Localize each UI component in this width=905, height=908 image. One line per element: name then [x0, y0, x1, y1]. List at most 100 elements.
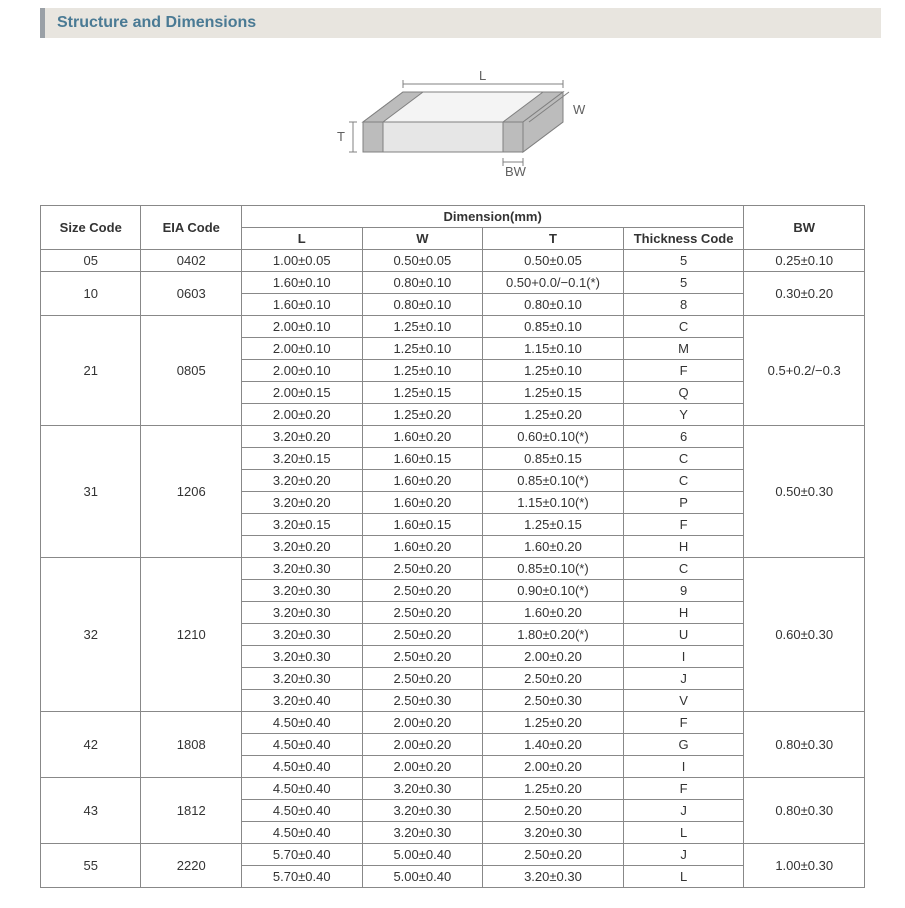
cell-bw: 0.30±0.20 [744, 272, 865, 316]
col-l: L [241, 228, 362, 250]
cell-tc: J [623, 668, 744, 690]
cell-tc: C [623, 558, 744, 580]
svg-text:T: T [337, 129, 345, 144]
cell-t: 0.50+0.0/−0.1(*) [483, 272, 624, 294]
cell-l: 3.20±0.30 [241, 558, 362, 580]
cell-tc: 8 [623, 294, 744, 316]
cell-l: 5.70±0.40 [241, 844, 362, 866]
table-row: 3112063.20±0.201.60±0.200.60±0.10(*)60.5… [41, 426, 865, 448]
cell-t: 1.80±0.20(*) [483, 624, 624, 646]
cell-tc: J [623, 800, 744, 822]
cell-l: 3.20±0.30 [241, 624, 362, 646]
component-3d-svg: LWTBW [303, 42, 603, 192]
cell-w: 3.20±0.30 [362, 800, 483, 822]
cell-w: 0.50±0.05 [362, 250, 483, 272]
cell-t: 1.25±0.10 [483, 360, 624, 382]
cell-w: 0.80±0.10 [362, 272, 483, 294]
cell-w: 2.00±0.20 [362, 756, 483, 778]
cell-w: 1.60±0.20 [362, 470, 483, 492]
cell-t: 1.60±0.20 [483, 602, 624, 624]
cell-w: 1.25±0.10 [362, 338, 483, 360]
cell-size: 10 [41, 272, 141, 316]
cell-w: 1.60±0.20 [362, 536, 483, 558]
svg-text:L: L [479, 68, 486, 83]
cell-t: 2.50±0.20 [483, 800, 624, 822]
table-row: 4218084.50±0.402.00±0.201.25±0.20F0.80±0… [41, 712, 865, 734]
cell-l: 1.00±0.05 [241, 250, 362, 272]
cell-tc: 5 [623, 272, 744, 294]
cell-t: 1.40±0.20 [483, 734, 624, 756]
col-w: W [362, 228, 483, 250]
cell-t: 1.60±0.20 [483, 536, 624, 558]
cell-w: 1.60±0.15 [362, 448, 483, 470]
cell-t: 0.85±0.10(*) [483, 558, 624, 580]
svg-text:W: W [573, 102, 586, 117]
cell-t: 0.60±0.10(*) [483, 426, 624, 448]
cell-tc: V [623, 690, 744, 712]
cell-t: 0.85±0.10(*) [483, 470, 624, 492]
cell-w: 2.50±0.20 [362, 668, 483, 690]
cell-l: 4.50±0.40 [241, 822, 362, 844]
cell-tc: I [623, 646, 744, 668]
cell-l: 4.50±0.40 [241, 800, 362, 822]
dimension-table: Size Code EIA Code Dimension(mm) BW L W … [40, 205, 865, 888]
cell-t: 0.85±0.15 [483, 448, 624, 470]
cell-l: 3.20±0.20 [241, 536, 362, 558]
col-tc: Thickness Code [623, 228, 744, 250]
cell-w: 1.60±0.20 [362, 426, 483, 448]
table-row: 2108052.00±0.101.25±0.100.85±0.10C0.5+0.… [41, 316, 865, 338]
cell-t: 1.25±0.15 [483, 514, 624, 536]
cell-t: 3.20±0.30 [483, 822, 624, 844]
cell-tc: C [623, 316, 744, 338]
cell-l: 4.50±0.40 [241, 734, 362, 756]
cell-l: 4.50±0.40 [241, 712, 362, 734]
table-row: 0504021.00±0.050.50±0.050.50±0.0550.25±0… [41, 250, 865, 272]
cell-tc: L [623, 822, 744, 844]
cell-t: 2.50±0.20 [483, 844, 624, 866]
cell-tc: 6 [623, 426, 744, 448]
cell-bw: 0.25±0.10 [744, 250, 865, 272]
cell-w: 1.25±0.10 [362, 316, 483, 338]
cell-w: 2.50±0.20 [362, 602, 483, 624]
cell-tc: M [623, 338, 744, 360]
cell-tc: 5 [623, 250, 744, 272]
cell-tc: H [623, 602, 744, 624]
cell-l: 3.20±0.15 [241, 448, 362, 470]
table-row: 4318124.50±0.403.20±0.301.25±0.20F0.80±0… [41, 778, 865, 800]
table-row: 1006031.60±0.100.80±0.100.50+0.0/−0.1(*)… [41, 272, 865, 294]
dimension-diagram: LWTBW [0, 42, 905, 205]
cell-w: 2.00±0.20 [362, 712, 483, 734]
cell-size: 31 [41, 426, 141, 558]
cell-w: 1.60±0.20 [362, 492, 483, 514]
cell-tc: F [623, 778, 744, 800]
col-size: Size Code [41, 206, 141, 250]
cell-bw: 0.50±0.30 [744, 426, 865, 558]
cell-bw: 0.5+0.2/−0.3 [744, 316, 865, 426]
cell-tc: F [623, 712, 744, 734]
cell-l: 2.00±0.10 [241, 360, 362, 382]
cell-l: 2.00±0.10 [241, 316, 362, 338]
cell-t: 1.25±0.15 [483, 382, 624, 404]
cell-l: 4.50±0.40 [241, 778, 362, 800]
cell-size: 21 [41, 316, 141, 426]
cell-t: 1.15±0.10(*) [483, 492, 624, 514]
cell-l: 3.20±0.30 [241, 602, 362, 624]
cell-w: 3.20±0.30 [362, 778, 483, 800]
dimension-table-wrap: Size Code EIA Code Dimension(mm) BW L W … [0, 205, 905, 908]
cell-w: 2.50±0.20 [362, 646, 483, 668]
cell-l: 1.60±0.10 [241, 272, 362, 294]
cell-tc: J [623, 844, 744, 866]
cell-size: 42 [41, 712, 141, 778]
cell-size: 32 [41, 558, 141, 712]
cell-w: 2.50±0.20 [362, 580, 483, 602]
cell-bw: 0.80±0.30 [744, 778, 865, 844]
col-t: T [483, 228, 624, 250]
cell-l: 3.20±0.30 [241, 580, 362, 602]
cell-tc: F [623, 360, 744, 382]
cell-l: 1.60±0.10 [241, 294, 362, 316]
cell-eia: 1206 [141, 426, 241, 558]
cell-t: 0.50±0.05 [483, 250, 624, 272]
cell-w: 0.80±0.10 [362, 294, 483, 316]
cell-w: 5.00±0.40 [362, 844, 483, 866]
cell-bw: 0.60±0.30 [744, 558, 865, 712]
